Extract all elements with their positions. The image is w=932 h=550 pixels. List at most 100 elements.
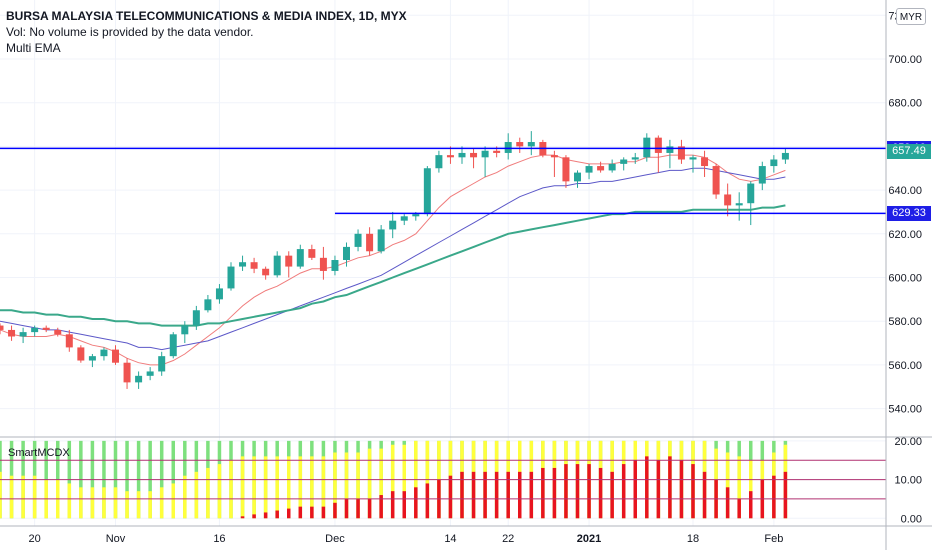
- smartmcdx-bar-yellow: [183, 475, 187, 519]
- smartmcdx-bar-red: [645, 456, 649, 519]
- candle-down: [77, 347, 85, 361]
- smartmcdx-bar-red: [298, 506, 303, 519]
- candle-up: [735, 203, 743, 206]
- candle-up: [19, 332, 27, 337]
- candle-down: [123, 362, 131, 383]
- candle-down: [65, 334, 73, 348]
- ema-slow-line: [0, 204, 786, 327]
- candle-down: [112, 349, 119, 363]
- candle-up: [747, 183, 755, 204]
- candle-up: [169, 334, 177, 357]
- smartmcdx-bar-red: [552, 467, 557, 519]
- smartmcdx-bar-yellow: [217, 464, 222, 519]
- candle-down: [54, 329, 62, 335]
- smartmcdx-bar-red: [529, 471, 534, 519]
- smartmcdx-bar-red: [390, 491, 395, 519]
- smartmcdx-bar-red: [448, 475, 453, 519]
- smartmcdx-bar-yellow: [171, 483, 175, 519]
- smartmcdx-bar-red: [541, 467, 545, 519]
- smartmcdx-bar-yellow: [287, 456, 291, 519]
- candle-down: [8, 329, 16, 337]
- smartmcdx-bar-red: [414, 487, 418, 519]
- time-tick-label: 22: [502, 533, 514, 545]
- smartmcdx-bar-red: [367, 498, 372, 519]
- smartmcdx-bar-red: [749, 491, 753, 519]
- candle-up: [31, 327, 39, 333]
- candle-down: [285, 255, 293, 267]
- candle-up: [643, 137, 651, 158]
- candle-down: [319, 257, 327, 271]
- smartmcdx-bar-yellow: [90, 487, 95, 519]
- currency-button[interactable]: MYR: [896, 8, 926, 25]
- candle-up: [504, 142, 512, 153]
- smartmcdx-bar-yellow: [252, 456, 256, 519]
- time-tick-label: 18: [687, 533, 699, 545]
- smartmcdx-bar-red: [471, 471, 476, 519]
- time-tick-label: Feb: [764, 533, 783, 545]
- smartmcdx-bar-red: [679, 460, 684, 519]
- candle-down: [516, 142, 524, 147]
- candle-up: [181, 325, 189, 335]
- oscillator-tick-label: 20.00: [894, 436, 922, 448]
- smartmcdx-bar-yellow: [390, 444, 395, 519]
- smartmcdx-bar-yellow: [32, 475, 37, 519]
- price-label-last: 657.49: [887, 144, 931, 160]
- smartmcdx-bar-yellow: [79, 487, 83, 519]
- smartmcdx-bar-red: [275, 510, 279, 519]
- indicator-name[interactable]: Multi EMA: [6, 41, 61, 55]
- candle-up: [412, 214, 420, 217]
- time-tick-label: 20: [29, 533, 41, 545]
- smartmcdx-bar-yellow: [148, 491, 152, 519]
- candle-down: [562, 157, 570, 182]
- candle-up: [585, 166, 593, 173]
- candle-down: [677, 146, 685, 160]
- candle-down: [550, 155, 558, 158]
- smartmcdx-bar-red: [518, 471, 522, 519]
- candle-up: [770, 159, 778, 167]
- candle-down: [446, 155, 454, 158]
- candle-up: [689, 157, 697, 160]
- smartmcdx-bar-red: [379, 495, 383, 519]
- smartmcdx-bar-red: [263, 512, 268, 519]
- candle-up: [389, 220, 397, 230]
- smartmcdx-bar-yellow: [206, 467, 210, 519]
- chart-title: BURSA MALAYSIA TELECOMMUNICATIONS & MEDI…: [6, 9, 407, 23]
- smartmcdx-bar-red: [575, 464, 580, 519]
- smartmcdx-bar-red: [333, 502, 337, 519]
- grid-lines: [0, 0, 886, 526]
- price-tick-label: 580.00: [888, 316, 922, 328]
- lower-pane-name[interactable]: SmartMCDX: [8, 447, 70, 459]
- smartmcdx-bar-yellow: [67, 483, 72, 519]
- smartmcdx-bar-red: [691, 464, 695, 519]
- smartmcdx-bars: [0, 440, 886, 519]
- smartmcdx-bar-red: [598, 467, 603, 519]
- smartmcdx-bar-yellow: [125, 491, 129, 519]
- candle-up: [435, 155, 443, 169]
- smartmcdx-bar-yellow: [136, 491, 141, 519]
- smartmcdx-bar-yellow: [725, 452, 730, 519]
- price-tick-label: 560.00: [888, 360, 922, 372]
- time-tick-label: Nov: [106, 533, 126, 545]
- smartmcdx-bar-red: [702, 471, 707, 519]
- volume-note: Vol: No volume is provided by the data v…: [6, 25, 254, 39]
- smartmcdx-bar-yellow: [333, 452, 337, 519]
- candle-up: [400, 216, 408, 221]
- oscillator-tick-label: 0.00: [901, 513, 922, 525]
- oscillator-tick-label: 10.00: [894, 475, 922, 487]
- candle-down: [493, 150, 501, 153]
- candle-up: [204, 299, 212, 311]
- smartmcdx-bar-yellow: [344, 452, 349, 519]
- candle-up: [192, 310, 200, 326]
- smartmcdx-bar-red: [725, 487, 730, 519]
- candle-up: [666, 146, 674, 153]
- candle-up: [354, 233, 362, 247]
- smartmcdx-bar-red: [494, 471, 499, 519]
- price-tick-label: 680.00: [888, 98, 922, 110]
- candle-up: [631, 157, 639, 160]
- smartmcdx-bar-yellow: [275, 456, 279, 519]
- candle-up: [574, 172, 581, 182]
- candle-down: [366, 233, 374, 252]
- candlestick-series: [0, 131, 789, 389]
- candle-up: [458, 152, 466, 158]
